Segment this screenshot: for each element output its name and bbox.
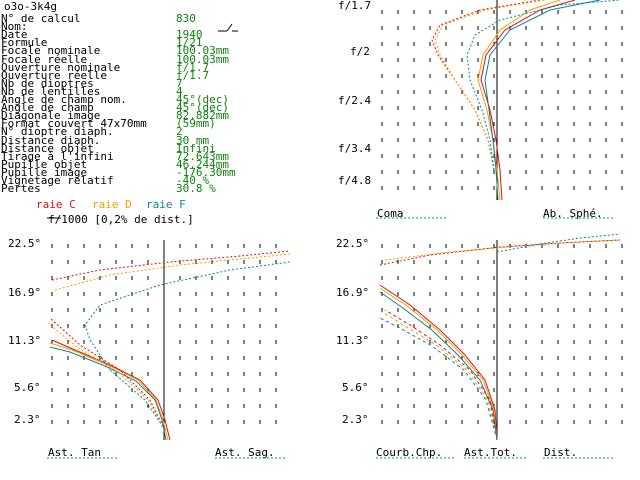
param-label: N° dioptre diaph.	[1, 125, 114, 138]
ast-tot-label: Ast.Tot.	[464, 446, 517, 459]
param-label: N° de calcul	[1, 12, 81, 25]
legend-scale: f/1000 [0,2% de dist.]	[48, 213, 194, 226]
ast-tan-d	[47, 322, 166, 431]
param-value: 100.03mm	[176, 44, 229, 57]
legend-raie-d: raie D	[92, 198, 132, 211]
ast-tot-c	[384, 309, 498, 441]
curv-ylabel-2: 11.3°	[336, 334, 370, 347]
legend-raie-c: raie C	[36, 198, 76, 211]
ast-tan-f-lower	[84, 261, 291, 431]
param-value: 72.643mm	[176, 150, 229, 163]
param-label: Distance objet	[1, 142, 94, 155]
param-value: (59mm)	[176, 117, 216, 130]
coma-ylabel-3: f/3.4	[338, 142, 372, 155]
lens-code: o3o-3k4g	[4, 0, 57, 13]
param-label: Focale réelle	[1, 53, 88, 66]
param-label: Ouverture réelle	[1, 69, 107, 82]
param-value: Infini	[176, 142, 216, 155]
ast-tan-d-upper	[54, 253, 291, 291]
dist-label: Dist.	[544, 446, 578, 459]
courb-f	[379, 291, 498, 441]
ast-sag-label: Ast. Sag.	[215, 446, 275, 459]
curv-ylabel-4: 2.3°	[342, 413, 369, 426]
param-label: Date	[1, 28, 28, 41]
ab-sphe-f	[484, 0, 601, 201]
ab-sphe-label: Ab. Sphé.	[543, 207, 603, 220]
param-label: Diagonale image	[1, 109, 101, 122]
ast-tot-f	[379, 317, 498, 441]
ast-ylabel-4: 2.3°	[14, 413, 41, 426]
param-value: 100.03mm	[176, 53, 229, 66]
param-label: Nb de dioptres	[1, 77, 94, 90]
dist-c	[379, 239, 621, 266]
param-label: Nb de lentilles	[1, 85, 101, 98]
param-label: Pupille image	[1, 166, 88, 179]
param-value: f/1.7	[176, 69, 210, 82]
coma-ylabel-0: f/1.7	[338, 0, 372, 12]
ast-tot-d	[381, 311, 498, 441]
ast-sag-c	[51, 339, 171, 441]
param-label: Formule	[1, 36, 48, 49]
ast-tan-c-upper	[51, 250, 291, 281]
param-label: Format couvert 47x70mm	[1, 117, 147, 130]
ast-ylabel-1: 16.9°	[8, 286, 42, 299]
coma-f	[466, 0, 621, 171]
param-value: 4	[176, 85, 183, 98]
courb-chp-label: Courb.Chp.	[376, 446, 443, 459]
param-value: 30.8 %	[176, 182, 216, 195]
param-value: 45°(dec)	[176, 101, 229, 114]
param-value: -40 %	[176, 174, 210, 187]
param-label: Focale nominale	[1, 44, 101, 57]
coma-ylabel-2: f/2.4	[338, 94, 372, 107]
param-value: 7	[176, 77, 183, 90]
coma-c	[431, 0, 541, 171]
curv-ylabel-3: 5.6°	[342, 381, 369, 394]
param-value: 1/21	[176, 36, 203, 49]
ast-sag-f	[49, 346, 167, 441]
curv-ylabel-0: 22.5°	[336, 237, 370, 250]
param-value: f/1.7	[176, 61, 210, 74]
coma-label: Coma	[377, 207, 404, 220]
param-value: 82.882mm	[176, 109, 229, 122]
param-label: Tirage à l'infini	[1, 150, 114, 163]
ab-sphe-d	[477, 0, 561, 201]
param-value: 45°(dec)	[176, 93, 229, 106]
ab-sphe-c	[480, 0, 576, 201]
coma-ylabel-1: f/2	[350, 45, 370, 58]
legend-raie-f: raie F	[146, 198, 186, 211]
param-label: Nom:	[1, 20, 28, 33]
param-label: Angle de champ nom.	[1, 93, 127, 106]
coma-d	[434, 0, 546, 171]
coma-ylabel-4: f/4.8	[338, 174, 372, 187]
ast-ylabel-2: 11.3°	[8, 334, 42, 347]
param-value: 830	[176, 12, 196, 25]
dist-f	[496, 233, 621, 253]
param-value: 1940	[176, 28, 203, 41]
ast-ylabel-0: 22.5°	[8, 237, 42, 250]
param-value: 2	[176, 125, 183, 138]
param-label: Ouverture nominale	[1, 61, 121, 74]
courb-d	[379, 287, 498, 441]
ast-sag-d	[49, 342, 169, 441]
ast-tan-c	[49, 317, 166, 431]
param-label: Distance diaph.	[1, 134, 101, 147]
param-value: -176.30mm	[176, 166, 236, 179]
curv-ylabel-1: 16.9°	[336, 286, 370, 299]
param-label: Vignetage relatif	[1, 174, 114, 187]
param-label: Pertes	[1, 182, 41, 195]
param-label: Pupille objet	[1, 158, 88, 171]
dist-d	[384, 239, 621, 261]
ast-ylabel-3: 5.6°	[14, 381, 41, 394]
param-value: 30 mm	[176, 134, 210, 147]
param-value: 46.244mm	[176, 158, 229, 171]
ast-tan-label: Ast. Tan	[48, 446, 101, 459]
courb-c	[379, 284, 498, 441]
param-label: Angle de champ	[1, 101, 94, 114]
